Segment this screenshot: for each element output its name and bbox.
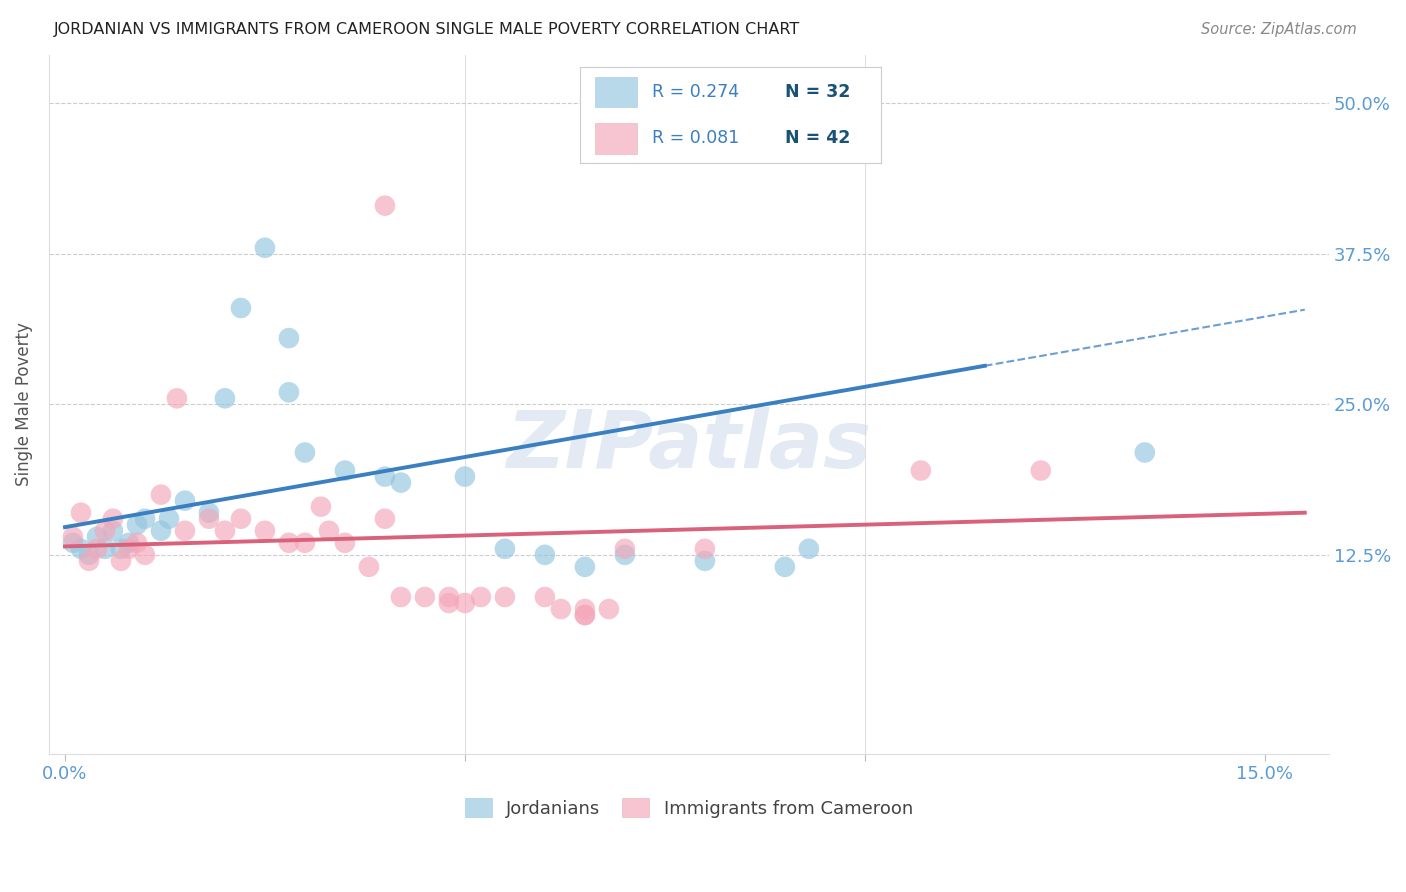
Point [374, 199, 396, 213]
Point [174, 524, 197, 538]
Point [574, 608, 596, 623]
Point [253, 241, 276, 255]
Point [157, 512, 180, 526]
Point [437, 590, 460, 604]
Point [797, 541, 820, 556]
Point [574, 602, 596, 616]
Point [333, 464, 356, 478]
Point [134, 512, 156, 526]
Point [149, 488, 172, 502]
Point [574, 608, 596, 623]
Point [278, 536, 301, 550]
Text: ZIPatlas: ZIPatlas [506, 408, 872, 485]
Point [693, 554, 716, 568]
Point [70, 506, 93, 520]
Point [229, 512, 252, 526]
Point [77, 548, 100, 562]
Point [253, 524, 276, 538]
Point [574, 560, 596, 574]
Point [94, 541, 117, 556]
Point [454, 596, 477, 610]
Point [118, 536, 141, 550]
Point [214, 524, 236, 538]
Point [62, 530, 84, 544]
Point [773, 560, 796, 574]
Point [494, 590, 516, 604]
Point [333, 536, 356, 550]
Point [86, 541, 108, 556]
Point [494, 541, 516, 556]
Point [613, 541, 636, 556]
Point [166, 392, 188, 406]
Point [598, 602, 620, 616]
Point [118, 541, 141, 556]
Point [550, 602, 572, 616]
Point [149, 524, 172, 538]
Point [70, 541, 93, 556]
Point [198, 506, 221, 520]
Point [1133, 445, 1156, 459]
Point [278, 385, 301, 400]
Point [534, 590, 557, 604]
Point [229, 301, 252, 315]
Point [309, 500, 332, 514]
Point [101, 524, 124, 538]
Point [454, 469, 477, 483]
Point [389, 590, 412, 604]
Point [77, 554, 100, 568]
Point [94, 524, 117, 538]
Point [357, 560, 380, 574]
Point [110, 541, 132, 556]
Text: JORDANIAN VS IMMIGRANTS FROM CAMEROON SINGLE MALE POVERTY CORRELATION CHART: JORDANIAN VS IMMIGRANTS FROM CAMEROON SI… [53, 22, 800, 37]
Point [86, 530, 108, 544]
Point [693, 541, 716, 556]
Point [437, 596, 460, 610]
Text: Source: ZipAtlas.com: Source: ZipAtlas.com [1201, 22, 1357, 37]
Point [910, 464, 932, 478]
Point [62, 536, 84, 550]
Point [470, 590, 492, 604]
Point [413, 590, 436, 604]
Point [294, 445, 316, 459]
Point [318, 524, 340, 538]
Point [374, 469, 396, 483]
Legend: Jordanians, Immigrants from Cameroon: Jordanians, Immigrants from Cameroon [457, 791, 920, 825]
Point [125, 536, 148, 550]
Point [198, 512, 221, 526]
Point [278, 331, 301, 345]
Point [374, 512, 396, 526]
Y-axis label: Single Male Poverty: Single Male Poverty [15, 322, 32, 486]
Point [214, 392, 236, 406]
Point [1029, 464, 1052, 478]
Point [613, 548, 636, 562]
Point [294, 536, 316, 550]
Point [101, 512, 124, 526]
Point [134, 548, 156, 562]
Point [534, 548, 557, 562]
Point [125, 517, 148, 532]
Point [110, 554, 132, 568]
Point [174, 493, 197, 508]
Point [389, 475, 412, 490]
